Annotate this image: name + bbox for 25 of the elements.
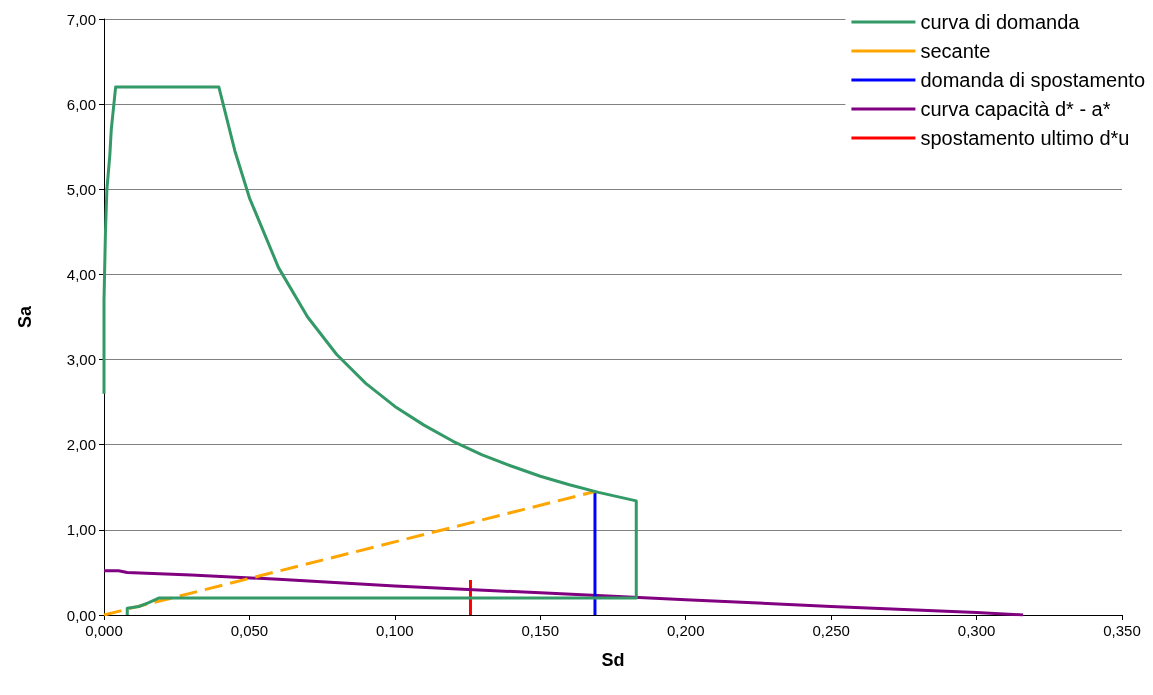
y-tick-label: 6,00 xyxy=(66,95,96,113)
y-tick-label: 0,00 xyxy=(66,606,96,624)
legend-label: curva capacità d* - a* xyxy=(920,98,1111,120)
y-tick-label: 1,00 xyxy=(66,521,96,539)
x-tick-label: 0,300 xyxy=(957,622,996,639)
x-tick-label: 0,100 xyxy=(376,622,414,639)
line-series xyxy=(102,85,638,617)
x-tick-label: 0,200 xyxy=(666,622,705,639)
y-tick-label: 5,00 xyxy=(66,180,96,198)
x-tick-label: 0,350 xyxy=(1103,622,1141,639)
line-series xyxy=(102,569,1025,617)
y-axis-title: Sa xyxy=(15,305,35,329)
x-tick-label: 0,000 xyxy=(85,622,123,639)
y-tick-label: 4,00 xyxy=(66,265,96,283)
y-tick-label: 7,00 xyxy=(66,10,96,28)
legend-label: spostamento ultimo d*u xyxy=(920,127,1130,149)
y-tick-label: 3,00 xyxy=(66,351,96,369)
legend-label: domanda di spostamento xyxy=(920,69,1145,91)
legend-label: curva di domanda xyxy=(920,11,1081,33)
y-tick-label: 2,00 xyxy=(66,436,96,454)
x-tick-label: 0,150 xyxy=(521,622,560,639)
x-tick-label: 0,050 xyxy=(230,622,269,639)
x-tick-label: 0,250 xyxy=(812,622,850,639)
legend-label: secante xyxy=(920,40,991,62)
x-axis-title: Sd xyxy=(601,650,625,670)
